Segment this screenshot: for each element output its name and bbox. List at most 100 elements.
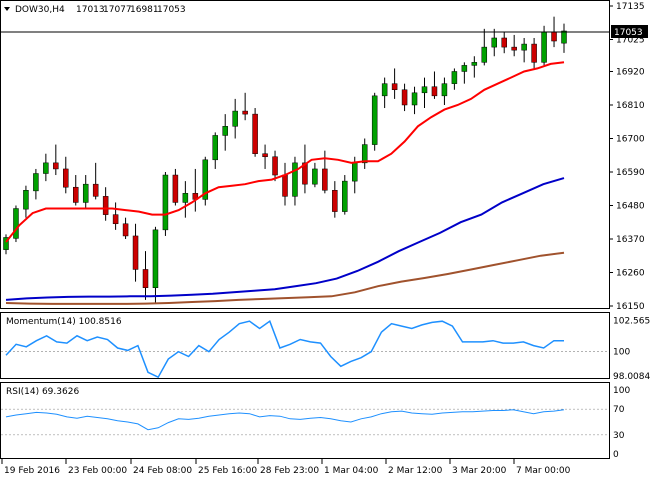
time-tick-label: 19 Feb 2016 <box>4 466 60 476</box>
ohlc-close: 17053 <box>157 5 186 15</box>
candle-up <box>521 43 527 51</box>
candle-up <box>371 95 378 145</box>
momentum-line <box>5 320 564 379</box>
candle-up <box>411 92 418 106</box>
momentum-tick-label: 98.0084 <box>613 372 650 382</box>
candle-up <box>471 62 478 66</box>
candle-down <box>262 153 268 158</box>
candle-up <box>3 237 9 250</box>
price-tick-label: 16920 <box>616 67 645 77</box>
price-panel-frame <box>0 0 610 309</box>
candle-up <box>202 159 209 200</box>
price-tick-label: 16590 <box>616 168 645 178</box>
collapse-triangle-icon[interactable] <box>4 7 10 11</box>
candle-up <box>23 190 29 210</box>
candle-up <box>541 31 547 63</box>
rsi-layer: 100 70 30 0 <box>1 386 630 460</box>
candle-up <box>182 193 189 203</box>
candles-layer <box>3 16 567 303</box>
candle-down <box>282 174 288 197</box>
candle-down <box>431 86 438 97</box>
candle-up <box>43 162 49 174</box>
candle-down <box>531 43 537 63</box>
ohlc-open: 17013 <box>76 5 105 15</box>
rsi-tick-label: 70 <box>613 405 625 415</box>
candle-up <box>361 144 368 164</box>
candle-up <box>232 110 238 127</box>
candle-down <box>322 168 328 191</box>
time-tick-label: 7 Mar 00:00 <box>516 466 571 476</box>
candle-down <box>401 89 408 106</box>
price-tick-label: 16810 <box>616 101 645 111</box>
candle-down <box>551 31 557 42</box>
symbol-label: DOW30,H4 <box>15 5 65 15</box>
candle-down <box>172 174 179 203</box>
price-tick-label: 16260 <box>616 268 645 278</box>
momentum-title: Momentum(14) 100.8516 <box>6 317 122 327</box>
candle-down <box>112 214 119 225</box>
candle-up <box>292 162 298 197</box>
candle-down <box>53 162 59 170</box>
candle-down <box>92 183 99 197</box>
momentum-tick-label: 102.5654 <box>613 316 650 326</box>
time-tick-label: 25 Feb 16:00 <box>198 466 257 476</box>
rsi-title: RSI(14) 69.3626 <box>6 387 79 397</box>
time-tick-label: 2 Mar 12:00 <box>388 466 443 476</box>
momentum-layer: 102.5654 100 98.0084 <box>1 316 650 382</box>
rsi-tick-label: 0 <box>613 450 619 460</box>
rsi-tick-label: 100 <box>613 386 630 396</box>
candle-up <box>441 83 448 97</box>
rsi-panel-frame <box>0 382 610 459</box>
candle-down <box>302 162 308 185</box>
candle-up <box>222 126 228 136</box>
price-axis: 17135 17025 16920 16810 16700 16590 16480 16370… <box>609 2 645 312</box>
candle-down <box>332 190 338 212</box>
time-tick-label: 24 Feb 08:00 <box>133 466 192 476</box>
candle-up <box>212 135 218 161</box>
last-price-label: 17053 <box>614 28 643 38</box>
ohlc-low: 16981 <box>130 5 159 15</box>
candle-down <box>391 83 398 91</box>
candle-up <box>13 208 19 239</box>
rsi-line <box>5 409 565 431</box>
price-tick-label: 17135 <box>616 2 645 12</box>
candle-up <box>561 30 567 44</box>
time-tick-label: 23 Feb 00:00 <box>68 466 127 476</box>
candle-up <box>352 162 358 182</box>
ma-mid-line <box>5 177 565 301</box>
candle-up <box>461 65 468 72</box>
time-tick-label: 1 Mar 04:00 <box>324 466 379 476</box>
rsi-tick-label: 30 <box>613 431 625 441</box>
price-tick-label: 16370 <box>616 235 645 245</box>
candle-up <box>421 86 428 94</box>
last-price-marker: 17053 <box>1 25 648 38</box>
candle-down <box>122 223 129 237</box>
candle-up <box>481 46 488 63</box>
momentum-panel-frame <box>0 312 610 379</box>
candle-up <box>82 183 89 203</box>
candle-down <box>252 113 258 154</box>
candle-up <box>381 83 388 97</box>
moving-averages-layer <box>5 61 565 305</box>
candle-down <box>501 37 507 48</box>
ma-slow-line <box>5 251 565 305</box>
candle-up <box>451 71 458 84</box>
candle-down <box>73 186 79 203</box>
ohlc-high: 17077 <box>103 5 132 15</box>
ma-fast-line <box>5 61 565 243</box>
candle-up <box>33 173 39 192</box>
candle-down <box>272 156 278 176</box>
candle-up <box>312 168 318 185</box>
candle-down <box>132 235 139 270</box>
time-axis: 19 Feb 2016 23 Feb 00:00 24 Feb 08:00 25 Fe… <box>1 459 571 476</box>
candle-down <box>142 269 149 288</box>
candle-up <box>152 229 159 288</box>
candle-up <box>162 174 169 231</box>
price-tick-label: 17025 <box>616 36 645 46</box>
price-tick-label: 16150 <box>616 302 645 312</box>
price-tick-label: 16700 <box>616 134 645 144</box>
candle-down <box>102 196 109 215</box>
candle-up <box>491 37 497 48</box>
candle-down <box>63 168 69 188</box>
